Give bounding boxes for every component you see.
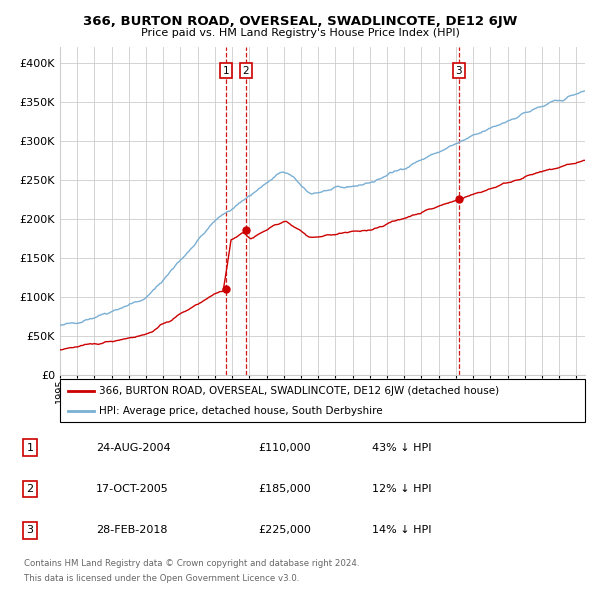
Text: 1: 1 [223, 65, 229, 76]
Text: HPI: Average price, detached house, South Derbyshire: HPI: Average price, detached house, Sout… [100, 406, 383, 416]
Text: 366, BURTON ROAD, OVERSEAL, SWADLINCOTE, DE12 6JW (detached house): 366, BURTON ROAD, OVERSEAL, SWADLINCOTE,… [100, 386, 499, 396]
Text: £225,000: £225,000 [258, 526, 311, 535]
Text: 2: 2 [242, 65, 249, 76]
Text: 24-AUG-2004: 24-AUG-2004 [96, 443, 170, 453]
Text: This data is licensed under the Open Government Licence v3.0.: This data is licensed under the Open Gov… [24, 574, 299, 583]
Text: 366, BURTON ROAD, OVERSEAL, SWADLINCOTE, DE12 6JW: 366, BURTON ROAD, OVERSEAL, SWADLINCOTE,… [83, 15, 517, 28]
Text: 3: 3 [26, 526, 34, 535]
Text: 1: 1 [26, 443, 34, 453]
Text: 12% ↓ HPI: 12% ↓ HPI [372, 484, 431, 494]
Text: Price paid vs. HM Land Registry's House Price Index (HPI): Price paid vs. HM Land Registry's House … [140, 28, 460, 38]
Text: 3: 3 [455, 65, 462, 76]
Text: 43% ↓ HPI: 43% ↓ HPI [372, 443, 431, 453]
Text: 14% ↓ HPI: 14% ↓ HPI [372, 526, 431, 535]
Text: 17-OCT-2005: 17-OCT-2005 [96, 484, 169, 494]
Text: £185,000: £185,000 [258, 484, 311, 494]
Text: 2: 2 [26, 484, 34, 494]
FancyBboxPatch shape [60, 379, 585, 422]
Text: 28-FEB-2018: 28-FEB-2018 [96, 526, 167, 535]
Text: £110,000: £110,000 [258, 443, 311, 453]
Text: Contains HM Land Registry data © Crown copyright and database right 2024.: Contains HM Land Registry data © Crown c… [24, 559, 359, 568]
